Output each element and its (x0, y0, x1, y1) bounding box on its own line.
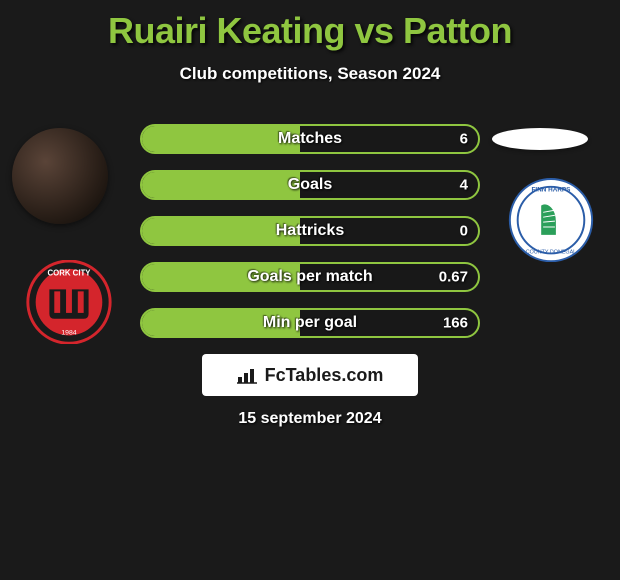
cork-city-badge-icon: CORK CITY 1984 (20, 260, 118, 344)
stat-right-value: 0.67 (439, 269, 468, 286)
stat-label: Goals per match (142, 268, 478, 286)
stat-right-value: 0 (460, 223, 468, 240)
player-right-avatar (492, 128, 588, 150)
stat-label: Hattricks (142, 222, 478, 240)
stat-label: Matches (142, 130, 478, 148)
stat-label: Goals (142, 176, 478, 194)
svg-text:CORK CITY: CORK CITY (47, 269, 91, 278)
stat-label: Min per goal (142, 314, 478, 332)
stats-container: Matches 6 Goals 4 Hattricks 0 Goals per … (140, 124, 480, 354)
stat-row-matches: Matches 6 (140, 124, 480, 154)
page-title: Ruairi Keating vs Patton (0, 0, 620, 52)
subtitle: Club competitions, Season 2024 (0, 64, 620, 84)
stat-right-value: 166 (443, 315, 468, 332)
brand-box[interactable]: FcTables.com (202, 354, 418, 396)
stat-right-value: 6 (460, 131, 468, 148)
svg-text:1984: 1984 (61, 329, 76, 336)
svg-text:COUNTY DONEGAL: COUNTY DONEGAL (526, 249, 576, 255)
stat-row-min-per-goal: Min per goal 166 (140, 308, 480, 338)
club-right-badge: FINN HARPS COUNTY DONEGAL (502, 178, 600, 262)
club-left-badge: CORK CITY 1984 (20, 260, 118, 344)
brand-text: FcTables.com (265, 365, 384, 386)
player-left-avatar (12, 128, 108, 224)
brand-chart-icon (237, 366, 259, 384)
finn-harps-badge-icon: FINN HARPS COUNTY DONEGAL (502, 178, 600, 262)
svg-text:FINN HARPS: FINN HARPS (532, 187, 571, 194)
stat-row-goals-per-match: Goals per match 0.67 (140, 262, 480, 292)
date-text: 15 september 2024 (0, 410, 620, 428)
stat-row-hattricks: Hattricks 0 (140, 216, 480, 246)
stat-row-goals: Goals 4 (140, 170, 480, 200)
stat-right-value: 4 (460, 177, 468, 194)
